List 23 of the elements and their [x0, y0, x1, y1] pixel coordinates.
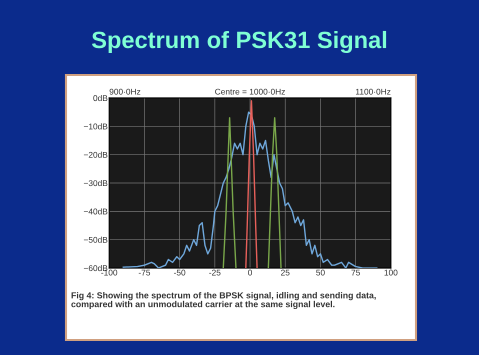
x-tick-label: 100 [384, 270, 398, 276]
x-tick-label: 75 [351, 270, 360, 276]
y-tick-label: −20dB [84, 152, 108, 158]
caption: Fig 4: Showing the spectrum of the BPSK signal, idling and sending data, compared with an unmodulated carrier at the same signal level. [71, 292, 376, 310]
x-tick-label: 0 [248, 270, 252, 276]
line-series [245, 100, 258, 268]
y-tick-label: −30dB [84, 180, 108, 186]
x-tick-label: 50 [316, 270, 325, 276]
y-tick-label: −50dB [84, 236, 108, 243]
chart-title: Spectrum of PSK31 Signal [92, 30, 386, 54]
text: 1100·0Hz [356, 88, 390, 95]
x-tick-label: -75 [138, 270, 150, 276]
text: Centre = 1000·0Hz [215, 88, 285, 95]
x-tick-label: -25 [209, 270, 221, 276]
x-tick-label: -100 [101, 270, 118, 276]
y-tick-label: 0dB [93, 94, 108, 102]
x-tick-label: 25 [281, 270, 290, 276]
x-tick-label: -50 [174, 270, 186, 276]
line-series [122, 111, 378, 268]
y-tick-label: −40dB [84, 208, 108, 214]
y-tick-label: −10dB [84, 123, 108, 130]
y-tick-label: −60dB [84, 265, 108, 272]
text: 900·0Hz [110, 88, 140, 95]
